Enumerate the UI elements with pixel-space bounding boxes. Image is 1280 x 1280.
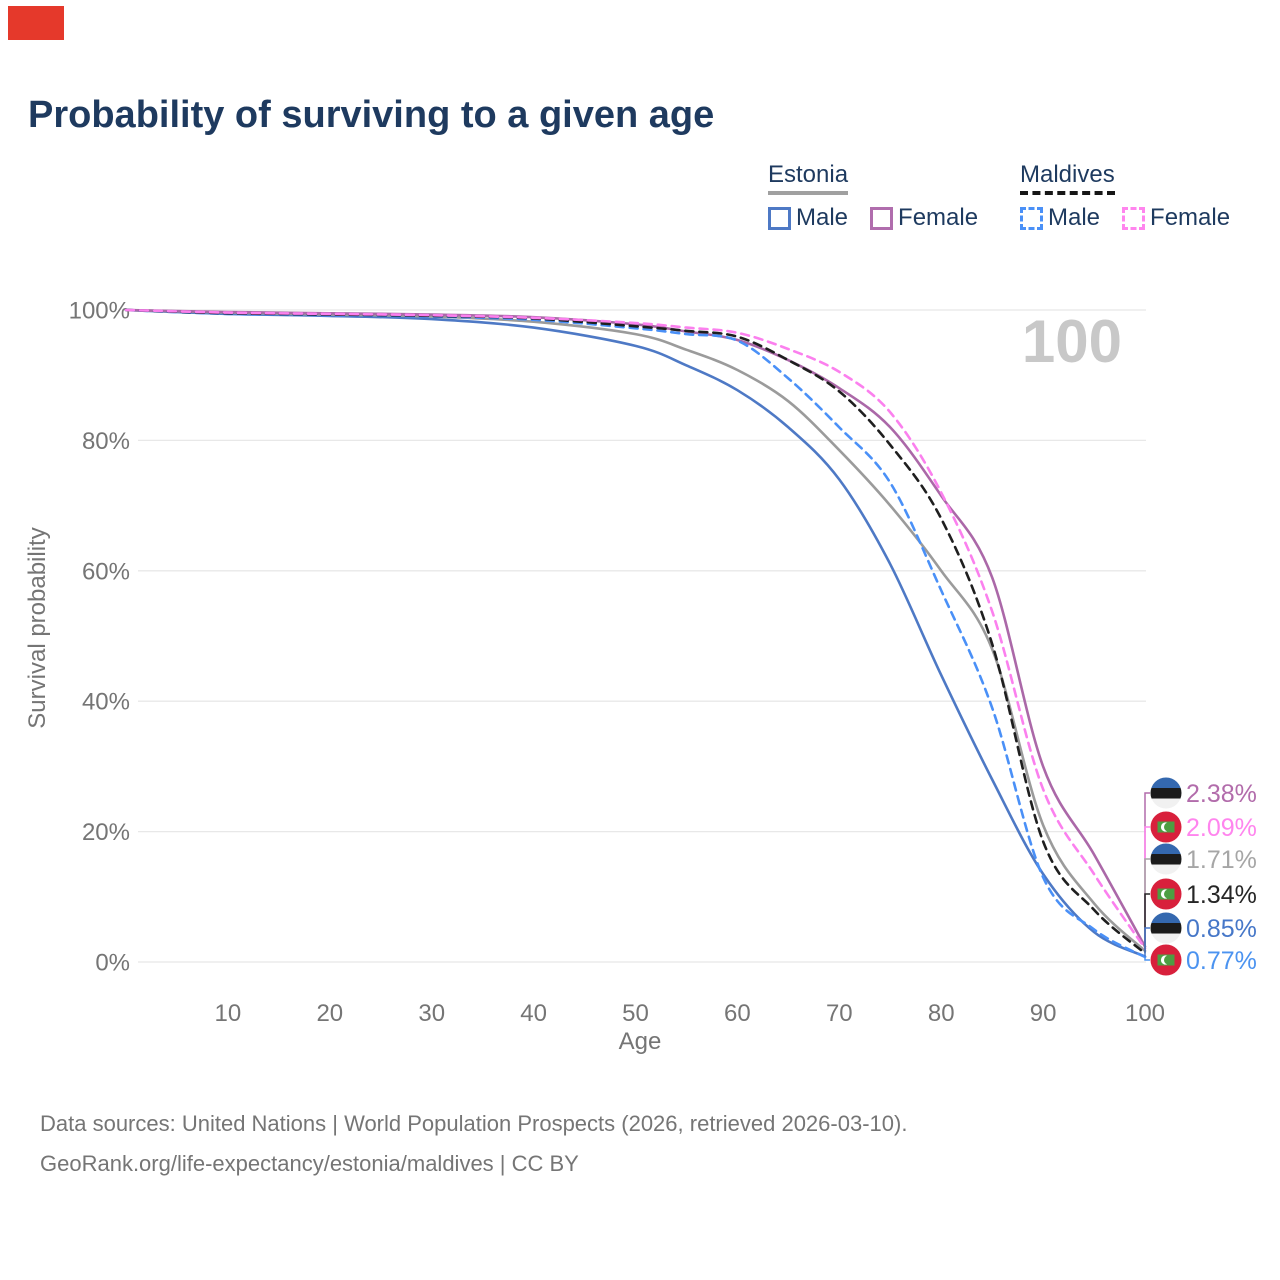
y-tick-label: 40% (82, 689, 130, 716)
x-tick-label: 70 (826, 1000, 853, 1027)
curve-maldives_both (124, 308, 1147, 955)
end-value-label: 0.77% (1186, 947, 1257, 975)
legend-group-title: Estonia (768, 161, 849, 195)
curve-maldives_female (124, 308, 1147, 950)
footer: Data sources: United Nations | World Pop… (40, 1104, 907, 1184)
watermark-age-100: 100 (1022, 308, 1122, 375)
y-tick-label: 80% (82, 428, 130, 455)
legend-swatch-icon (1122, 206, 1146, 230)
legend-swatch-icon (768, 206, 791, 230)
maldives-flag-icon (1150, 944, 1182, 976)
legend-item-estonia-male[interactable]: Male (768, 204, 848, 232)
leader-line (1144, 957, 1150, 961)
leader-line (1144, 927, 1150, 957)
legend-item-maldives-male[interactable]: Male (1020, 204, 1100, 232)
curve-estonia_male (124, 308, 1147, 958)
end-value-label: 0.85% (1186, 915, 1257, 943)
end-value-label: 1.34% (1186, 881, 1257, 909)
y-axis-title: Survival probability (24, 527, 51, 728)
page-title: Probability of surviving to a given age (28, 94, 715, 136)
legend-swatch-icon (1020, 206, 1043, 230)
legend-group-maldives: Maldives Male Female (1020, 161, 1252, 232)
legend-group-title: Maldives (1020, 161, 1115, 195)
x-tick-label: 80 (928, 1000, 955, 1027)
curve-maldives_male (124, 308, 1147, 959)
y-tick-label: 20% (82, 819, 130, 846)
legend-item-maldives-female[interactable]: Female (1122, 204, 1230, 232)
red-marker (8, 6, 64, 40)
legend-item-estonia-female[interactable]: Female (870, 204, 978, 232)
x-tick-label: 100 (1125, 1000, 1165, 1027)
x-tick-label: 50 (622, 1000, 649, 1027)
y-tick-label: 0% (95, 950, 130, 977)
footer-license-line: GeoRank.org/life-expectancy/estonia/mald… (40, 1151, 579, 1176)
end-value-label: 2.09% (1186, 814, 1257, 842)
legend-item-label: Male (796, 204, 849, 231)
x-tick-label: 20 (316, 1000, 343, 1027)
end-value-label: 1.71% (1186, 846, 1257, 874)
x-tick-label: 10 (215, 1000, 242, 1027)
maldives-flag-icon (1150, 878, 1182, 910)
curve-estonia_both (124, 308, 1147, 953)
y-tick-label: 100% (69, 298, 130, 325)
x-axis-title: Age (619, 1028, 662, 1055)
legend-item-label: Female (1150, 204, 1231, 231)
legend-group-estonia: Estonia Male Female (768, 161, 1000, 232)
maldives-flag-icon (1150, 811, 1182, 843)
x-tick-label: 90 (1030, 1000, 1057, 1027)
legend-item-label: Female (898, 204, 979, 231)
legend-swatch-icon (870, 206, 894, 230)
legend-item-label: Male (1048, 204, 1101, 231)
curve-estonia_female (124, 308, 1147, 948)
estonia-flag-icon (1150, 843, 1182, 875)
y-tick-label: 60% (82, 558, 130, 585)
estonia-flag-icon (1150, 912, 1182, 944)
end-value-label: 2.38% (1186, 780, 1257, 808)
x-tick-label: 60 (724, 1000, 751, 1027)
estonia-flag-icon (1150, 777, 1182, 809)
footer-source-line: Data sources: United Nations | World Pop… (40, 1111, 908, 1136)
x-tick-label: 30 (418, 1000, 445, 1027)
x-tick-label: 40 (520, 1000, 547, 1027)
